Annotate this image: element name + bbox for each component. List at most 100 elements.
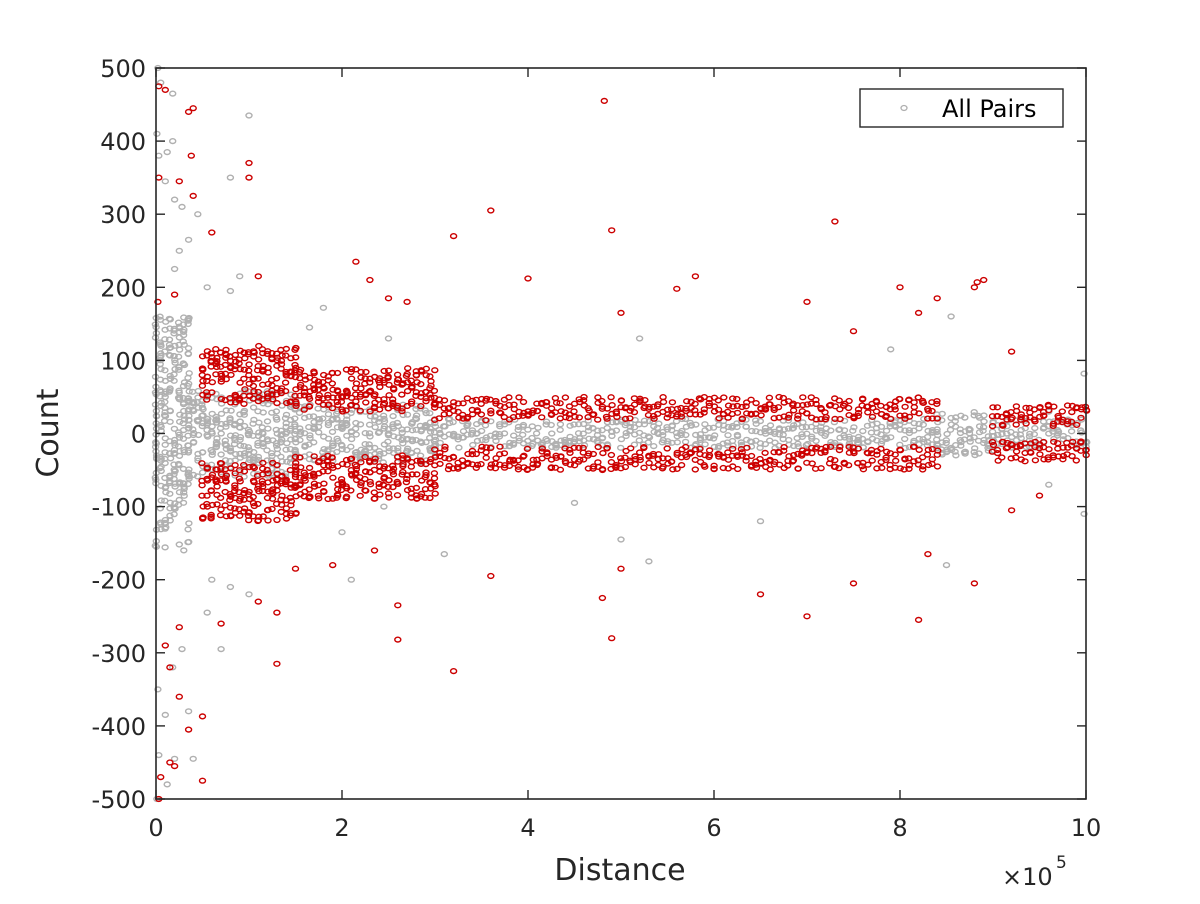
data-point-highlighted [533, 460, 542, 467]
data-point-all-pairs [180, 361, 189, 369]
data-point-highlighted [282, 505, 291, 512]
data-point-all-pairs [213, 435, 221, 442]
data-point-highlighted [877, 445, 885, 452]
data-point-all-pairs [458, 434, 467, 441]
data-point-highlighted [398, 391, 406, 398]
data-point-highlighted [236, 366, 244, 373]
data-point-all-pairs [217, 451, 225, 458]
data-point-highlighted [254, 363, 262, 370]
data-point-highlighted [208, 471, 217, 478]
data-point-highlighted [286, 368, 295, 375]
data-point-all-pairs [356, 421, 365, 428]
data-point-highlighted [607, 394, 615, 401]
data-point-highlighted [924, 446, 932, 453]
data-point-all-pairs [966, 426, 974, 433]
data-point-highlighted [208, 389, 216, 396]
data-point-highlighted [882, 454, 890, 461]
data-point-highlighted [566, 449, 574, 457]
data-point-all-pairs [166, 455, 175, 462]
data-point-all-pairs [692, 421, 700, 428]
data-point-all-pairs [168, 664, 177, 671]
data-point-highlighted [221, 475, 230, 482]
data-point-all-pairs [966, 435, 974, 442]
data-point-all-pairs [338, 529, 346, 536]
data-point-highlighted [892, 457, 900, 464]
data-point-highlighted [324, 468, 332, 475]
data-point-all-pairs [877, 423, 886, 430]
data-point-all-pairs [161, 484, 170, 492]
data-point-all-pairs [384, 335, 393, 342]
data-point-highlighted [1035, 404, 1044, 412]
data-point-all-pairs [157, 423, 165, 431]
data-point-all-pairs [157, 399, 165, 406]
data-point-all-pairs [324, 411, 333, 418]
data-point-all-pairs [309, 413, 318, 420]
data-point-all-pairs [365, 441, 373, 448]
data-point-highlighted [677, 404, 685, 412]
data-point-highlighted [799, 402, 807, 409]
data-point-highlighted [854, 445, 862, 452]
data-point-highlighted [487, 461, 496, 468]
data-point-highlighted [807, 400, 815, 407]
data-point-all-pairs [440, 423, 448, 430]
data-point-highlighted [281, 379, 290, 386]
data-point-all-pairs [185, 473, 193, 480]
data-point-all-pairs [203, 418, 212, 425]
data-point-all-pairs [1080, 510, 1088, 518]
data-point-all-pairs [171, 357, 179, 364]
data-point-highlighted [673, 285, 681, 292]
data-point-highlighted [393, 404, 401, 411]
data-point-highlighted [752, 400, 760, 407]
data-point-highlighted [835, 397, 843, 404]
data-point-all-pairs [701, 441, 709, 448]
data-point-highlighted [891, 464, 899, 471]
data-point-all-pairs [168, 138, 177, 145]
data-point-highlighted [338, 393, 346, 400]
data-point-all-pairs [283, 440, 291, 447]
data-point-highlighted [156, 773, 165, 781]
data-point-all-pairs [203, 284, 211, 291]
data-point-all-pairs [756, 518, 765, 525]
data-point-highlighted [696, 445, 704, 453]
data-point-all-pairs [203, 415, 211, 422]
data-point-highlighted [817, 465, 825, 472]
data-point-highlighted [273, 400, 281, 407]
data-point-highlighted [324, 402, 332, 409]
data-point-highlighted [273, 462, 281, 469]
data-point-highlighted [459, 400, 467, 407]
data-point-highlighted [496, 443, 504, 450]
data-point-highlighted [901, 455, 909, 462]
data-point-all-pairs [175, 247, 184, 254]
data-point-highlighted [440, 397, 449, 404]
data-point-highlighted [230, 487, 239, 495]
data-point-highlighted [217, 506, 225, 513]
data-point-highlighted [729, 445, 737, 452]
data-point-all-pairs [174, 443, 183, 450]
data-point-all-pairs [812, 437, 820, 445]
data-point-highlighted [724, 456, 733, 463]
data-point-all-pairs [630, 424, 639, 431]
data-point-all-pairs [161, 449, 169, 456]
data-point-highlighted [608, 227, 616, 234]
data-point-highlighted [826, 455, 835, 463]
data-point-all-pairs [468, 429, 477, 436]
axis-ticks: 0 2 4 6 8 10 -500 -400 -300 -200 -100 0 100 200 300 400… [92, 55, 1102, 842]
data-point-all-pairs [510, 432, 518, 439]
data-point-all-pairs [677, 431, 685, 439]
data-point-all-pairs [160, 412, 169, 419]
data-point-highlighted [901, 403, 909, 410]
data-point-highlighted [600, 97, 608, 105]
data-point-highlighted [905, 413, 914, 420]
data-point-highlighted [357, 479, 365, 486]
data-point-highlighted [366, 276, 374, 284]
legend-box [859, 88, 1064, 128]
data-point-all-pairs [645, 558, 653, 565]
data-point-highlighted [1063, 402, 1072, 409]
data-point-highlighted [919, 466, 927, 473]
data-point-highlighted [683, 398, 691, 405]
data-point-highlighted [700, 409, 708, 416]
data-point-highlighted [854, 406, 863, 413]
data-point-highlighted [928, 460, 936, 468]
data-point-highlighted [413, 457, 421, 464]
